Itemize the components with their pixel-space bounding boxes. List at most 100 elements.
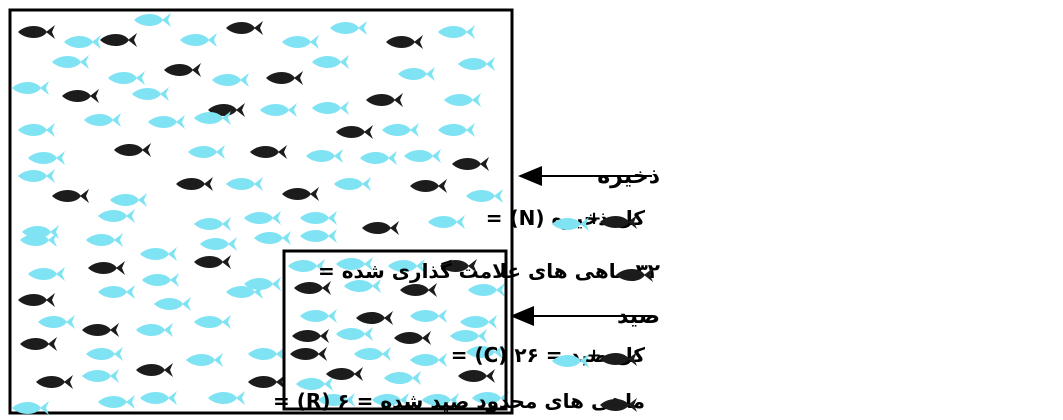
marked-fish-icon (410, 179, 447, 193)
stock-total-plus: + (586, 208, 601, 229)
marked-fish-icon (336, 125, 373, 139)
marked-fish-icon (88, 261, 125, 275)
unmarked-fish-icon (388, 259, 425, 273)
marked-fish-icon (600, 352, 637, 366)
unmarked-fish-icon (372, 393, 409, 407)
unmarked-fish-icon (12, 401, 49, 415)
unmarked-fish-icon (136, 323, 173, 337)
unmarked-fish-icon (466, 345, 503, 359)
unmarked-fish-icon (98, 395, 135, 409)
unmarked-fish-icon (398, 67, 435, 81)
unmarked-fish-icon (312, 101, 349, 115)
marked-fish-icon (18, 293, 55, 307)
unmarked-fish-icon (410, 353, 447, 367)
marked-fish-icon (36, 375, 73, 389)
unmarked-fish-icon (382, 123, 419, 137)
marked-fish-icon (266, 71, 303, 85)
unmarked-fish-icon (154, 297, 191, 311)
unmarked-fish-icon (86, 233, 123, 247)
unmarked-fish-icon (254, 231, 291, 245)
unmarked-fish-icon (140, 247, 177, 261)
unmarked-fish-icon (422, 393, 459, 407)
unmarked-fish-icon (226, 285, 263, 299)
unmarked-fish-icon (466, 189, 503, 203)
unmarked-fish-icon (226, 177, 263, 191)
marked-fish-icon (440, 259, 477, 273)
marked-fish-icon (194, 255, 231, 269)
marked-fish-icon (366, 93, 403, 107)
marked-fish-icon (290, 347, 327, 361)
marked-fish-icon (400, 283, 437, 297)
fish-population (12, 13, 509, 415)
unmarked-fish-icon (450, 329, 487, 343)
marked-fish-icon (114, 143, 151, 157)
marked-fish-icon (20, 337, 57, 351)
unmarked-fish-icon (260, 103, 297, 117)
unmarked-fish-icon (18, 123, 55, 137)
unmarked-fish-icon (552, 217, 589, 231)
unmarked-fish-icon (194, 111, 231, 125)
marked-fish-icon (136, 363, 173, 377)
unmarked-fish-icon (20, 233, 57, 247)
unmarked-fish-icon (148, 115, 185, 129)
unmarked-fish-icon (82, 369, 119, 383)
catch-label: صید (617, 304, 660, 329)
unmarked-fish-icon (186, 353, 223, 367)
unmarked-fish-icon (354, 347, 391, 361)
stock-label: ذخیره (597, 164, 660, 189)
legend-fish (552, 215, 653, 412)
marked-fish-icon (62, 89, 99, 103)
marked-fish-icon (294, 281, 331, 295)
marked-fish-icon (292, 329, 329, 343)
unmarked-fish-icon (132, 87, 169, 101)
unmarked-fish-icon (98, 209, 135, 223)
unmarked-fish-icon (344, 279, 381, 293)
marked-fish-icon (82, 323, 119, 337)
unmarked-fish-icon (472, 391, 509, 405)
marked-fish-icon (600, 215, 637, 229)
unmarked-fish-icon (312, 55, 349, 69)
unmarked-fish-icon (458, 57, 495, 71)
unmarked-fish-icon (98, 285, 135, 299)
catch-total-plus: + (586, 345, 601, 366)
marked-fish-icon (600, 398, 637, 412)
unmarked-fish-icon (28, 267, 65, 281)
unmarked-fish-icon (12, 81, 49, 95)
unmarked-fish-icon (306, 149, 343, 163)
unmarked-fish-icon (212, 73, 249, 87)
unmarked-fish-icon (110, 193, 147, 207)
unmarked-fish-icon (444, 93, 481, 107)
unmarked-fish-icon (360, 151, 397, 165)
unmarked-fish-icon (330, 21, 367, 35)
unmarked-fish-icon (468, 283, 505, 297)
unmarked-fish-icon (428, 215, 465, 229)
unmarked-fish-icon (334, 177, 371, 191)
unmarked-fish-icon (52, 55, 89, 69)
marked-fish-icon (248, 375, 285, 389)
unmarked-fish-icon (244, 211, 281, 225)
unmarked-fish-icon (86, 347, 123, 361)
unmarked-fish-icon (194, 315, 231, 329)
marked-fish-icon (100, 33, 137, 47)
unmarked-fish-icon (404, 149, 441, 163)
marked-fish-icon (326, 367, 363, 381)
unmarked-fish-icon (18, 169, 55, 183)
unmarked-fish-icon (296, 377, 333, 391)
unmarked-fish-icon (336, 327, 373, 341)
unmarked-fish-icon (438, 25, 475, 39)
stock-pond (8, 8, 514, 415)
unmarked-fish-icon (300, 229, 337, 243)
marked-fish-icon (458, 369, 495, 383)
marked-fish-icon (356, 311, 393, 325)
marked-fish-icon (250, 145, 287, 159)
unmarked-fish-icon (108, 71, 145, 85)
unmarked-fish-icon (288, 259, 325, 273)
marked-fish-icon (616, 268, 653, 282)
unmarked-fish-icon (64, 35, 101, 49)
marked-fish-icon (18, 25, 55, 39)
unmarked-fish-icon (140, 391, 177, 405)
marked-fish-icon (226, 21, 263, 35)
marked-count-text: ۳۲ ماهی های علامت گذاری شده = (318, 259, 660, 283)
unmarked-fish-icon (84, 113, 121, 127)
